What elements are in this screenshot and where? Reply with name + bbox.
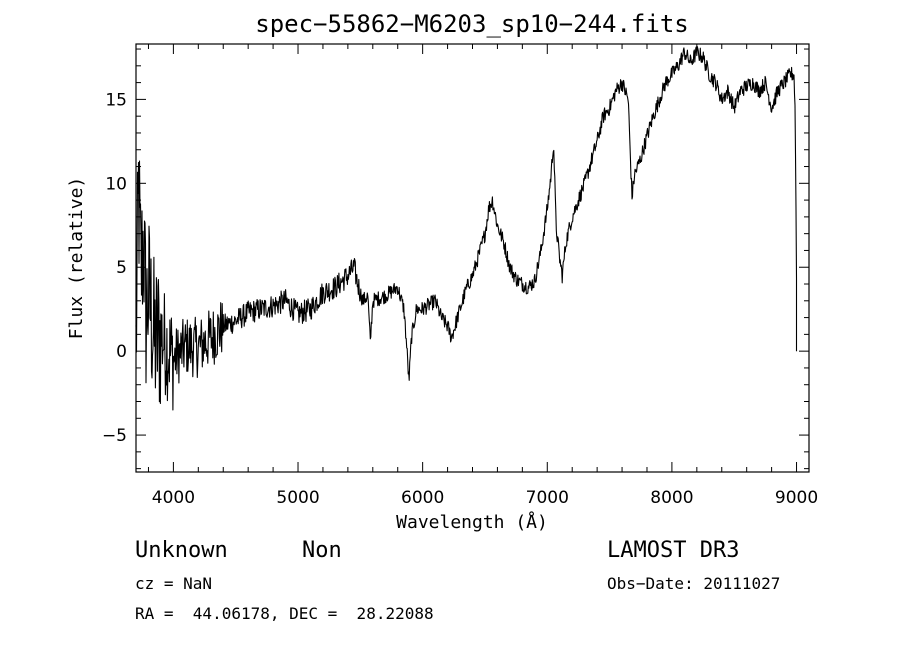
redshift-cz: cz = NaN	[135, 574, 213, 593]
y-tick-label: 15	[105, 90, 127, 110]
chart-title: spec−55862−M6203_sp10−244.fits	[255, 10, 688, 38]
y-tick-label: −5	[102, 426, 127, 446]
x-axis-label: Wavelength (Å)	[396, 511, 548, 533]
x-tick-label: 8000	[650, 488, 693, 508]
obs-date: Obs−Date: 20111027	[607, 574, 781, 593]
y-axis-label: Flux (relative)	[66, 177, 87, 340]
y-axis-ticks: −5 0 5 10 15	[102, 48, 809, 470]
x-tick-label: 5000	[276, 488, 319, 508]
object-class: Unknown	[135, 538, 228, 563]
plot-frame	[135, 43, 810, 473]
coordinates: RA = 44.06178, DEC = 28.22088	[135, 604, 434, 623]
x-axis-ticks: 4000 5000 6000 7000 8000 9000	[147, 44, 818, 508]
survey-name: LAMOST DR3	[607, 538, 740, 563]
object-subclass: Non	[302, 538, 342, 563]
spectrum-line	[135, 46, 798, 411]
y-tick-label: 10	[105, 174, 127, 194]
x-tick-label: 7000	[526, 488, 569, 508]
y-tick-label: 0	[116, 342, 127, 362]
y-tick-label: 5	[116, 258, 127, 278]
x-tick-label: 6000	[401, 488, 444, 508]
x-tick-label: 9000	[775, 488, 818, 508]
x-tick-label: 4000	[152, 488, 195, 508]
